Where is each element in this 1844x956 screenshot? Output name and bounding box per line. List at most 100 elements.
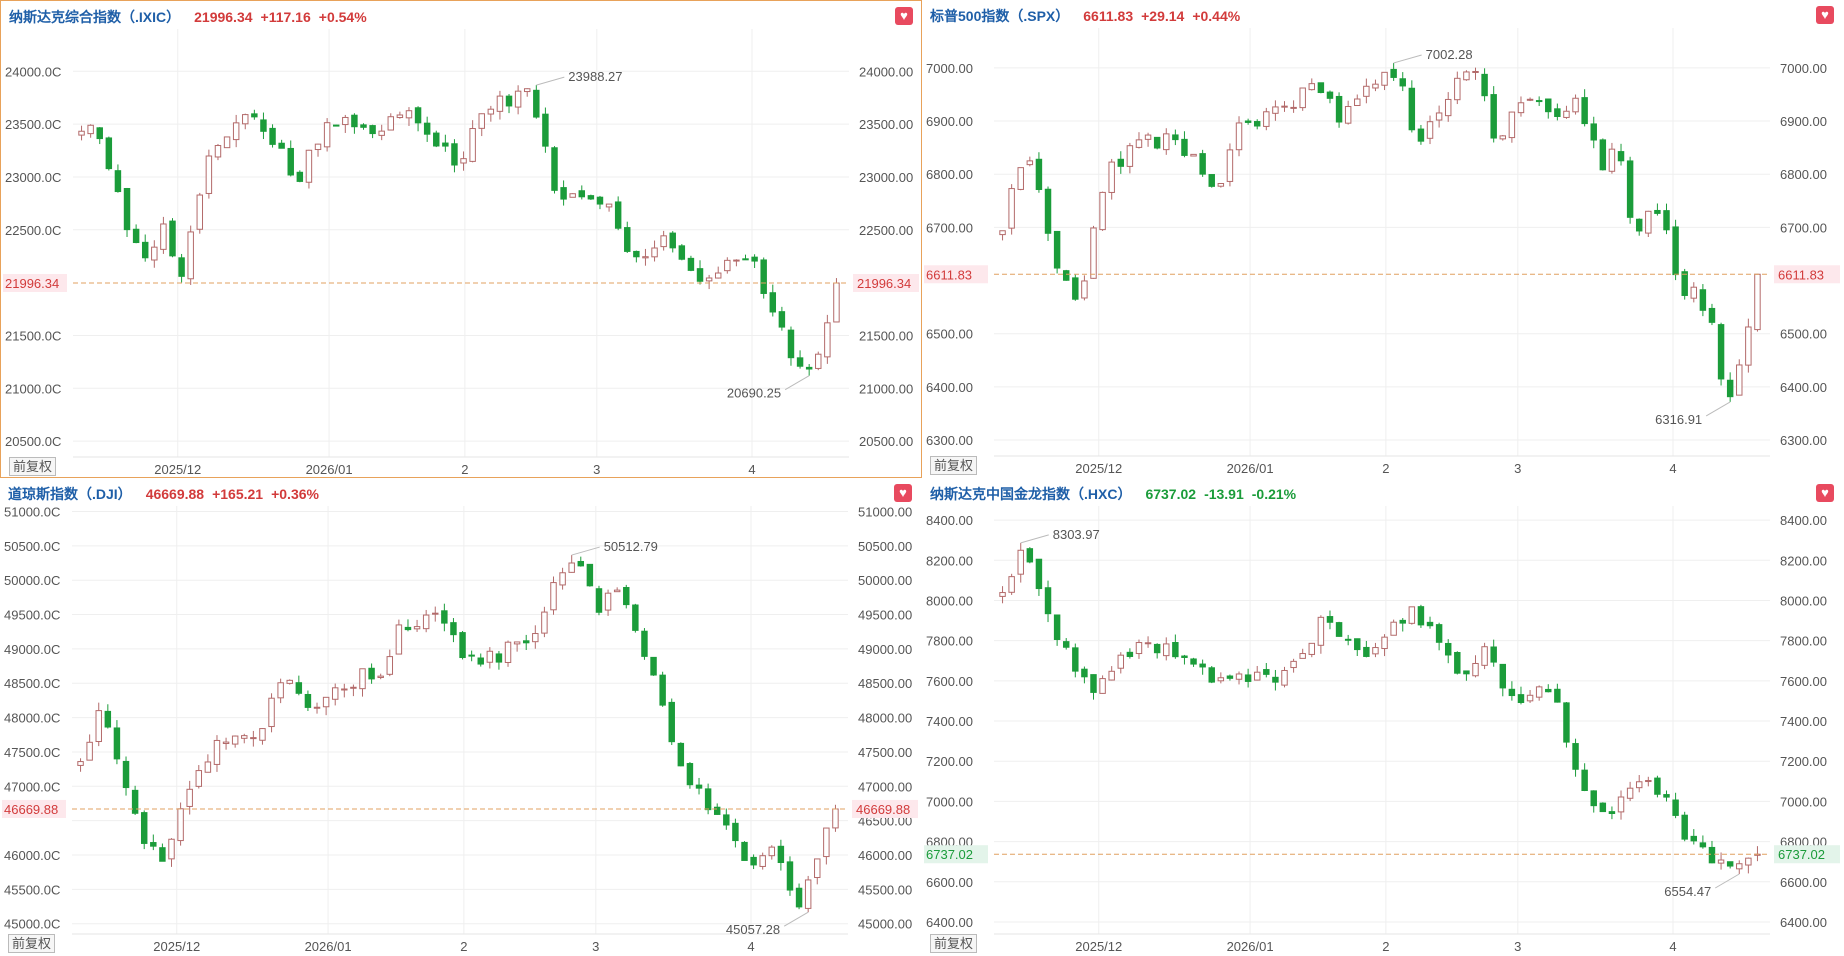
high-label: 7002.28 (1426, 47, 1473, 62)
candle-up (323, 122, 331, 148)
candle-up (396, 114, 404, 119)
candle-up (1617, 796, 1625, 813)
candle-down (1053, 230, 1061, 269)
y-tick-left: 48500.0C (4, 676, 60, 691)
candle-up (213, 739, 221, 765)
candle-down (104, 710, 112, 728)
x-tick-label: 4 (748, 462, 755, 477)
candle-down (578, 190, 586, 198)
candlestick-chart[interactable]: 8400.00 8200.00 8000.00 7800.00 7600.00 7400.… (922, 478, 1844, 956)
price-adjust-button[interactable]: 前复权 (8, 934, 56, 953)
candlestick-chart[interactable]: 51000.00 50500.00 50000.00 49500.00 49000.00… (0, 478, 922, 956)
candle-down (1708, 846, 1716, 864)
percent-change: +0.36% (271, 486, 319, 502)
candle-down (132, 228, 140, 244)
heart-icon[interactable]: ♥ (1816, 6, 1834, 24)
candle-up (1235, 122, 1243, 151)
candle-up (1745, 326, 1752, 366)
candle-down (1208, 174, 1215, 187)
candle-up (1499, 135, 1507, 140)
candle-down (159, 847, 166, 862)
y-tick-left: 22500.0C (5, 223, 61, 238)
y-tick-left: 6400.00 (926, 380, 973, 395)
chart-panel-ixic[interactable]: 纳斯达克综合指数（.IXIC） 21996.34 +117.16 +0.54% ♥ 前复权… (0, 0, 922, 478)
candle-down (614, 201, 622, 229)
y-tick-right: 8400.00 (1780, 513, 1827, 528)
candle-up (999, 230, 1006, 236)
candle-down (96, 127, 103, 140)
candle-down (786, 861, 794, 891)
candle-down (1272, 676, 1279, 683)
candle-down (577, 560, 585, 567)
candle-down (351, 114, 358, 128)
current-price-tag-right: 6611.83 (1778, 267, 1824, 282)
candle-up (342, 116, 349, 126)
candle-down (1554, 108, 1561, 117)
panel-title: 道琼斯指数（.DJI） 46669.88 +165.21 +0.36% (8, 484, 327, 504)
candle-up (160, 223, 167, 250)
candle-down (795, 887, 803, 908)
candle-up (569, 193, 576, 198)
y-tick-right: 7200.00 (1780, 754, 1827, 769)
candle-down (1417, 128, 1425, 142)
price-adjust-button[interactable]: 前复权 (930, 456, 978, 475)
candle-down (1581, 769, 1588, 791)
heart-icon[interactable]: ♥ (895, 7, 913, 25)
candle-up (1526, 694, 1534, 702)
candle-down (1244, 120, 1252, 123)
candle-up (514, 90, 522, 108)
y-tick-left: 21500.0C (5, 328, 61, 343)
candle-up (205, 155, 213, 194)
y-tick-left: 6300.00 (926, 433, 973, 448)
candle-down (778, 311, 786, 328)
panel-title: 标普500指数（.SPX） 6611.83 +29.14 +0.44% (930, 6, 1248, 26)
current-price-tag-right-bg (852, 799, 918, 818)
y-tick-right: 6300.00 (1780, 433, 1827, 448)
candle-down (1545, 688, 1552, 693)
candle-up (241, 735, 248, 739)
chart-panel-dji[interactable]: 道琼斯指数（.DJI） 46669.88 +165.21 +0.36% ♥ 前复权 5100… (0, 478, 922, 956)
current-price-tag-left-bg (3, 274, 67, 293)
x-tick-label: 2025/12 (1075, 461, 1122, 476)
candle-down (1726, 861, 1734, 867)
candle-down (587, 195, 595, 200)
x-tick-label: 4 (1669, 461, 1676, 476)
candle-up (1454, 77, 1461, 101)
candle-up (1444, 98, 1452, 117)
candle-down (442, 142, 449, 147)
candle-down (1062, 270, 1070, 281)
candle-down (278, 142, 285, 149)
low-label: 45057.28 (726, 922, 780, 937)
last-price: 46669.88 (145, 486, 205, 502)
candle-down (704, 788, 712, 811)
candle-down (1490, 646, 1497, 663)
candle-up (1736, 863, 1743, 870)
candle-down (732, 822, 739, 842)
candle-down (141, 241, 149, 259)
y-tick-left: 46000.0C (4, 848, 60, 863)
candle-up (1008, 576, 1015, 593)
candle-up (331, 687, 339, 700)
y-tick-left: 45000.0C (4, 917, 60, 932)
candle-down (1044, 188, 1052, 234)
candle-down (1481, 73, 1488, 97)
candlestick-chart[interactable]: 24000.00 23500.00 23000.00 22500.00 21500.00… (1, 1, 923, 479)
candle-down (1426, 621, 1434, 627)
y-tick-right: 7000.00 (1780, 61, 1827, 76)
chart-panel-hxc[interactable]: 纳斯达克中国金龙指数（.HXC） 6737.02 -13.91 -0.21% ♥ 前复权 8… (922, 478, 1844, 956)
candle-up (214, 145, 222, 158)
heart-icon[interactable]: ♥ (1816, 484, 1834, 502)
candle-down (332, 124, 340, 127)
price-adjust-button[interactable]: 前复权 (930, 934, 978, 953)
candle-up (341, 688, 348, 691)
candle-down (1344, 638, 1352, 641)
candle-down (1699, 842, 1707, 848)
low-label: 6316.91 (1655, 412, 1702, 427)
candle-up (242, 114, 249, 125)
chart-panel-spx[interactable]: 标普500指数（.SPX） 6611.83 +29.14 +0.44% ♥ 前复权 7000… (922, 0, 1844, 478)
candlestick-chart[interactable]: 7000.00 6900.00 6800.00 6700.00 6500.00 6400.… (922, 0, 1844, 478)
candle-up (204, 761, 212, 773)
price-adjust-button[interactable]: 前复权 (9, 457, 57, 476)
heart-icon[interactable]: ♥ (894, 484, 912, 502)
current-price-tag-left-bg (2, 799, 66, 818)
